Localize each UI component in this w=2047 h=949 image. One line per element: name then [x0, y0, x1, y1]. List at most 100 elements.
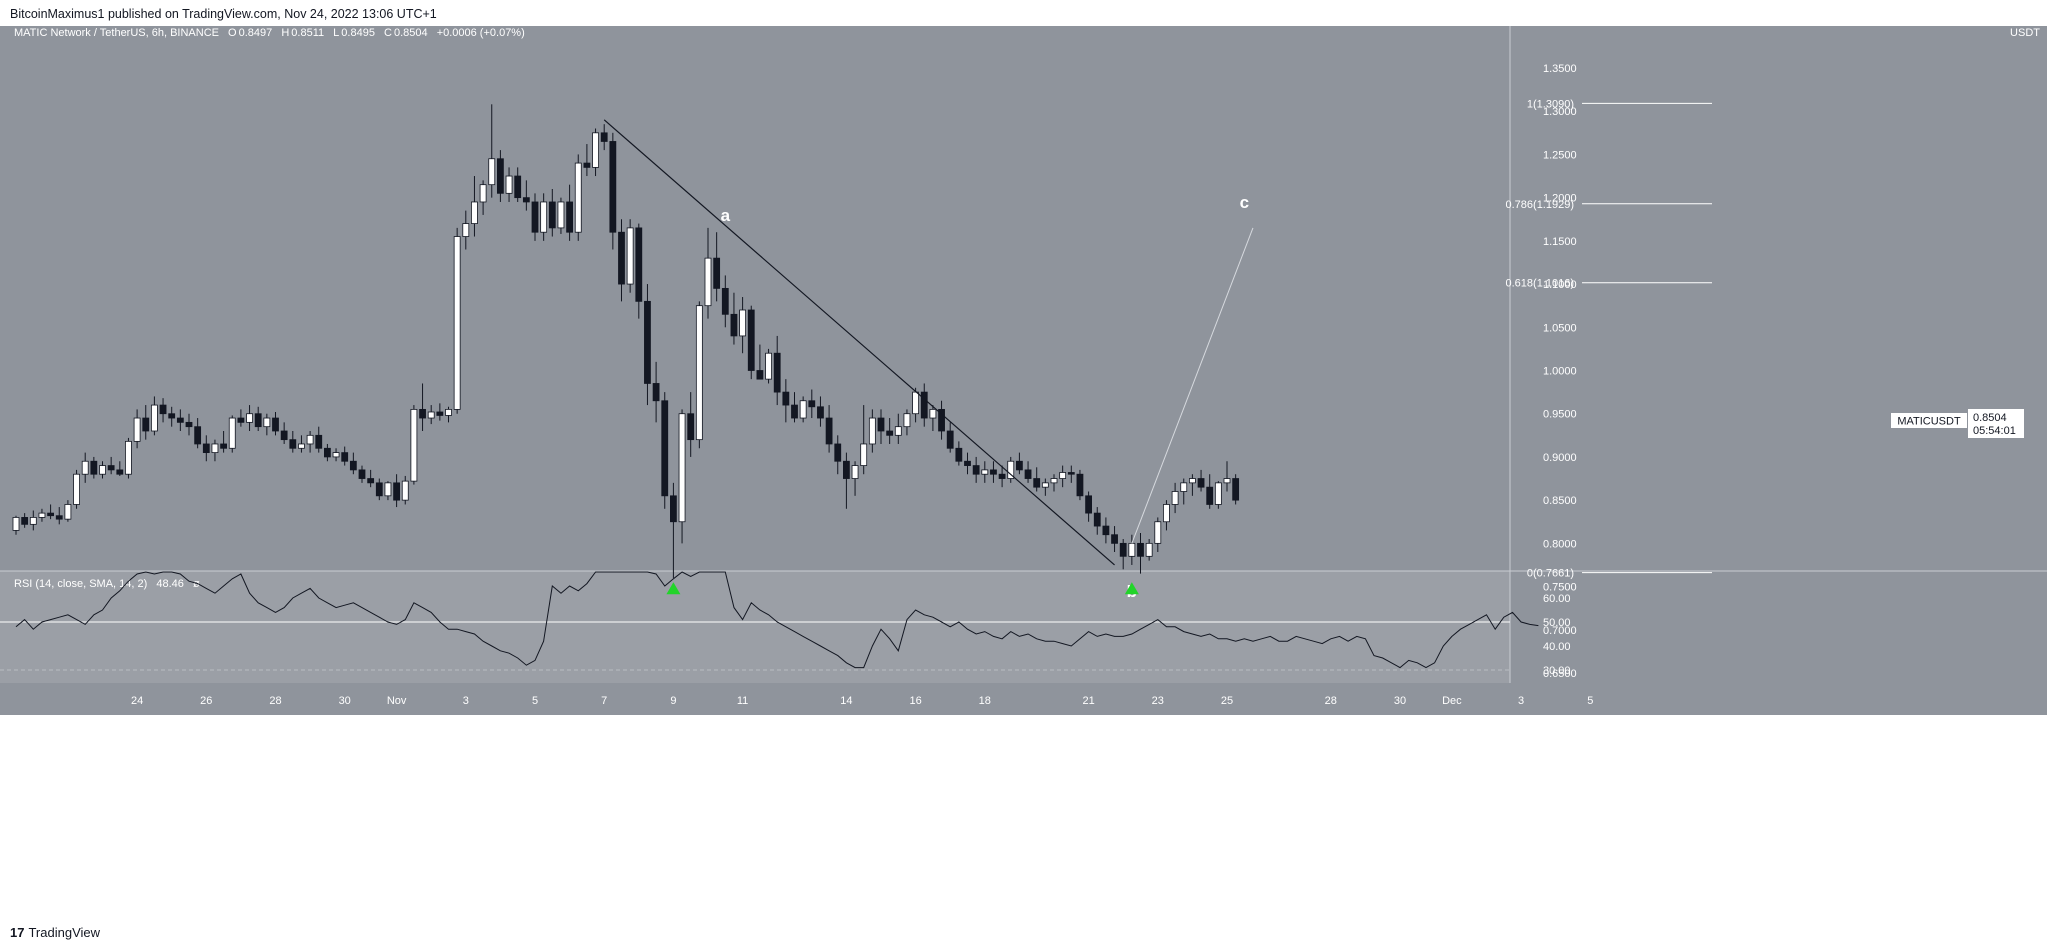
candle [12, 515, 20, 535]
candle-body [1076, 473, 1084, 497]
candle [289, 431, 297, 453]
last-price-tag[interactable]: MATICUSDT 0.8504 05:54:01 [1891, 409, 2024, 438]
price-axis-bg[interactable] [1510, 26, 2047, 683]
projection-line [1131, 227, 1254, 544]
time-tick: 16 [909, 695, 921, 707]
candle [99, 461, 106, 479]
legend-l-label: L [333, 27, 339, 39]
candle-body [955, 447, 963, 462]
candle [644, 284, 651, 406]
candle-body [107, 465, 115, 471]
candle-body [47, 512, 54, 517]
candle-body [877, 417, 885, 432]
candle-body [713, 257, 721, 289]
candle [401, 475, 409, 505]
candle [903, 409, 911, 436]
candle-body [237, 417, 245, 423]
candle [90, 456, 98, 479]
last-price-box[interactable] [1968, 409, 2024, 438]
candle [462, 210, 470, 250]
candle [1102, 517, 1110, 544]
descending-trendline [603, 119, 1115, 566]
candle-body [1059, 472, 1067, 479]
ticker-label-box[interactable] [1891, 413, 1967, 428]
candle [1119, 539, 1127, 570]
time-axis-bg[interactable] [0, 683, 2047, 715]
last-price: 0.8504 [1973, 412, 2007, 424]
price-tick: 0.9000 [1543, 452, 1577, 464]
candle-body [765, 352, 772, 380]
candle [860, 405, 868, 475]
candle-body [505, 175, 513, 194]
candle-body [462, 223, 470, 237]
candle-body [756, 370, 764, 380]
candle [1189, 474, 1196, 496]
candle-body [747, 309, 755, 371]
candle-body [678, 413, 686, 523]
candle [851, 461, 859, 496]
time-tick: 3 [1518, 695, 1524, 707]
candle [263, 413, 271, 436]
candle [1145, 539, 1153, 561]
candle-body [695, 305, 703, 441]
candle-body [496, 158, 504, 194]
candle-body [704, 257, 712, 307]
candle-body [843, 460, 850, 479]
candle-body [687, 413, 695, 441]
candle-body [548, 201, 556, 229]
candle [756, 344, 764, 380]
price-tick: 1.1500 [1543, 236, 1577, 248]
candle-body [834, 443, 842, 462]
rsi-pane[interactable] [0, 571, 1510, 683]
candle [540, 193, 548, 241]
candle-body [358, 469, 366, 479]
rsi-label: RSI (14, close, SMA, 14, 2) [14, 578, 147, 590]
time-tick: Nov [387, 695, 407, 707]
candle [1180, 478, 1188, 505]
candle [358, 465, 366, 483]
candle [514, 167, 522, 202]
rsi-tick: 60.00 [1543, 593, 1571, 605]
candle-body [1223, 478, 1231, 484]
svg-text:MATIC Network / TetherUS, 6h,: MATIC Network / TetherUS, 6h, BINANCE O0… [14, 27, 525, 39]
candle-body [644, 300, 651, 384]
candle [1007, 456, 1015, 483]
candle-body [860, 443, 868, 466]
candle [566, 184, 573, 241]
candle-body [332, 452, 340, 458]
candle-body [514, 175, 522, 199]
candle-body [263, 417, 271, 428]
candle-body [436, 411, 444, 416]
candle [868, 409, 876, 453]
candle-body [401, 480, 409, 501]
candle-body [1041, 482, 1049, 488]
candle [964, 452, 971, 475]
candle [704, 227, 712, 319]
candle-body [1171, 491, 1179, 505]
time-tick: 26 [200, 695, 212, 707]
candle-body [670, 495, 677, 523]
candle [1033, 467, 1041, 492]
candle [557, 197, 565, 234]
rsi-axis-ticks: 60.00 50.00 40.00 30.00 [1543, 593, 1571, 677]
candle-body [1189, 478, 1196, 484]
chart-area[interactable]: 1.3500 1.3000 1.2500 1.2000 1.1500 1.1000 1.05… [0, 26, 2047, 915]
candle [116, 461, 124, 476]
candle-body [488, 158, 496, 186]
candle [618, 219, 625, 302]
candle-body [540, 201, 548, 233]
candle [1206, 474, 1214, 509]
price-pane[interactable] [0, 26, 1510, 571]
candle-body [998, 473, 1006, 479]
legend-c-value: 0.8504 [394, 27, 428, 39]
candle-body [730, 313, 738, 337]
wave-label: a [721, 206, 731, 225]
candle [990, 461, 997, 483]
tradingview-logo[interactable]: 17 TradingView [10, 925, 100, 940]
legend-h-label: H [281, 27, 289, 39]
candle-body [367, 478, 375, 484]
candle-body [1007, 460, 1015, 479]
legend-c-label: C [384, 27, 392, 39]
candle [609, 132, 617, 250]
rsi-tick: 40.00 [1543, 641, 1571, 653]
